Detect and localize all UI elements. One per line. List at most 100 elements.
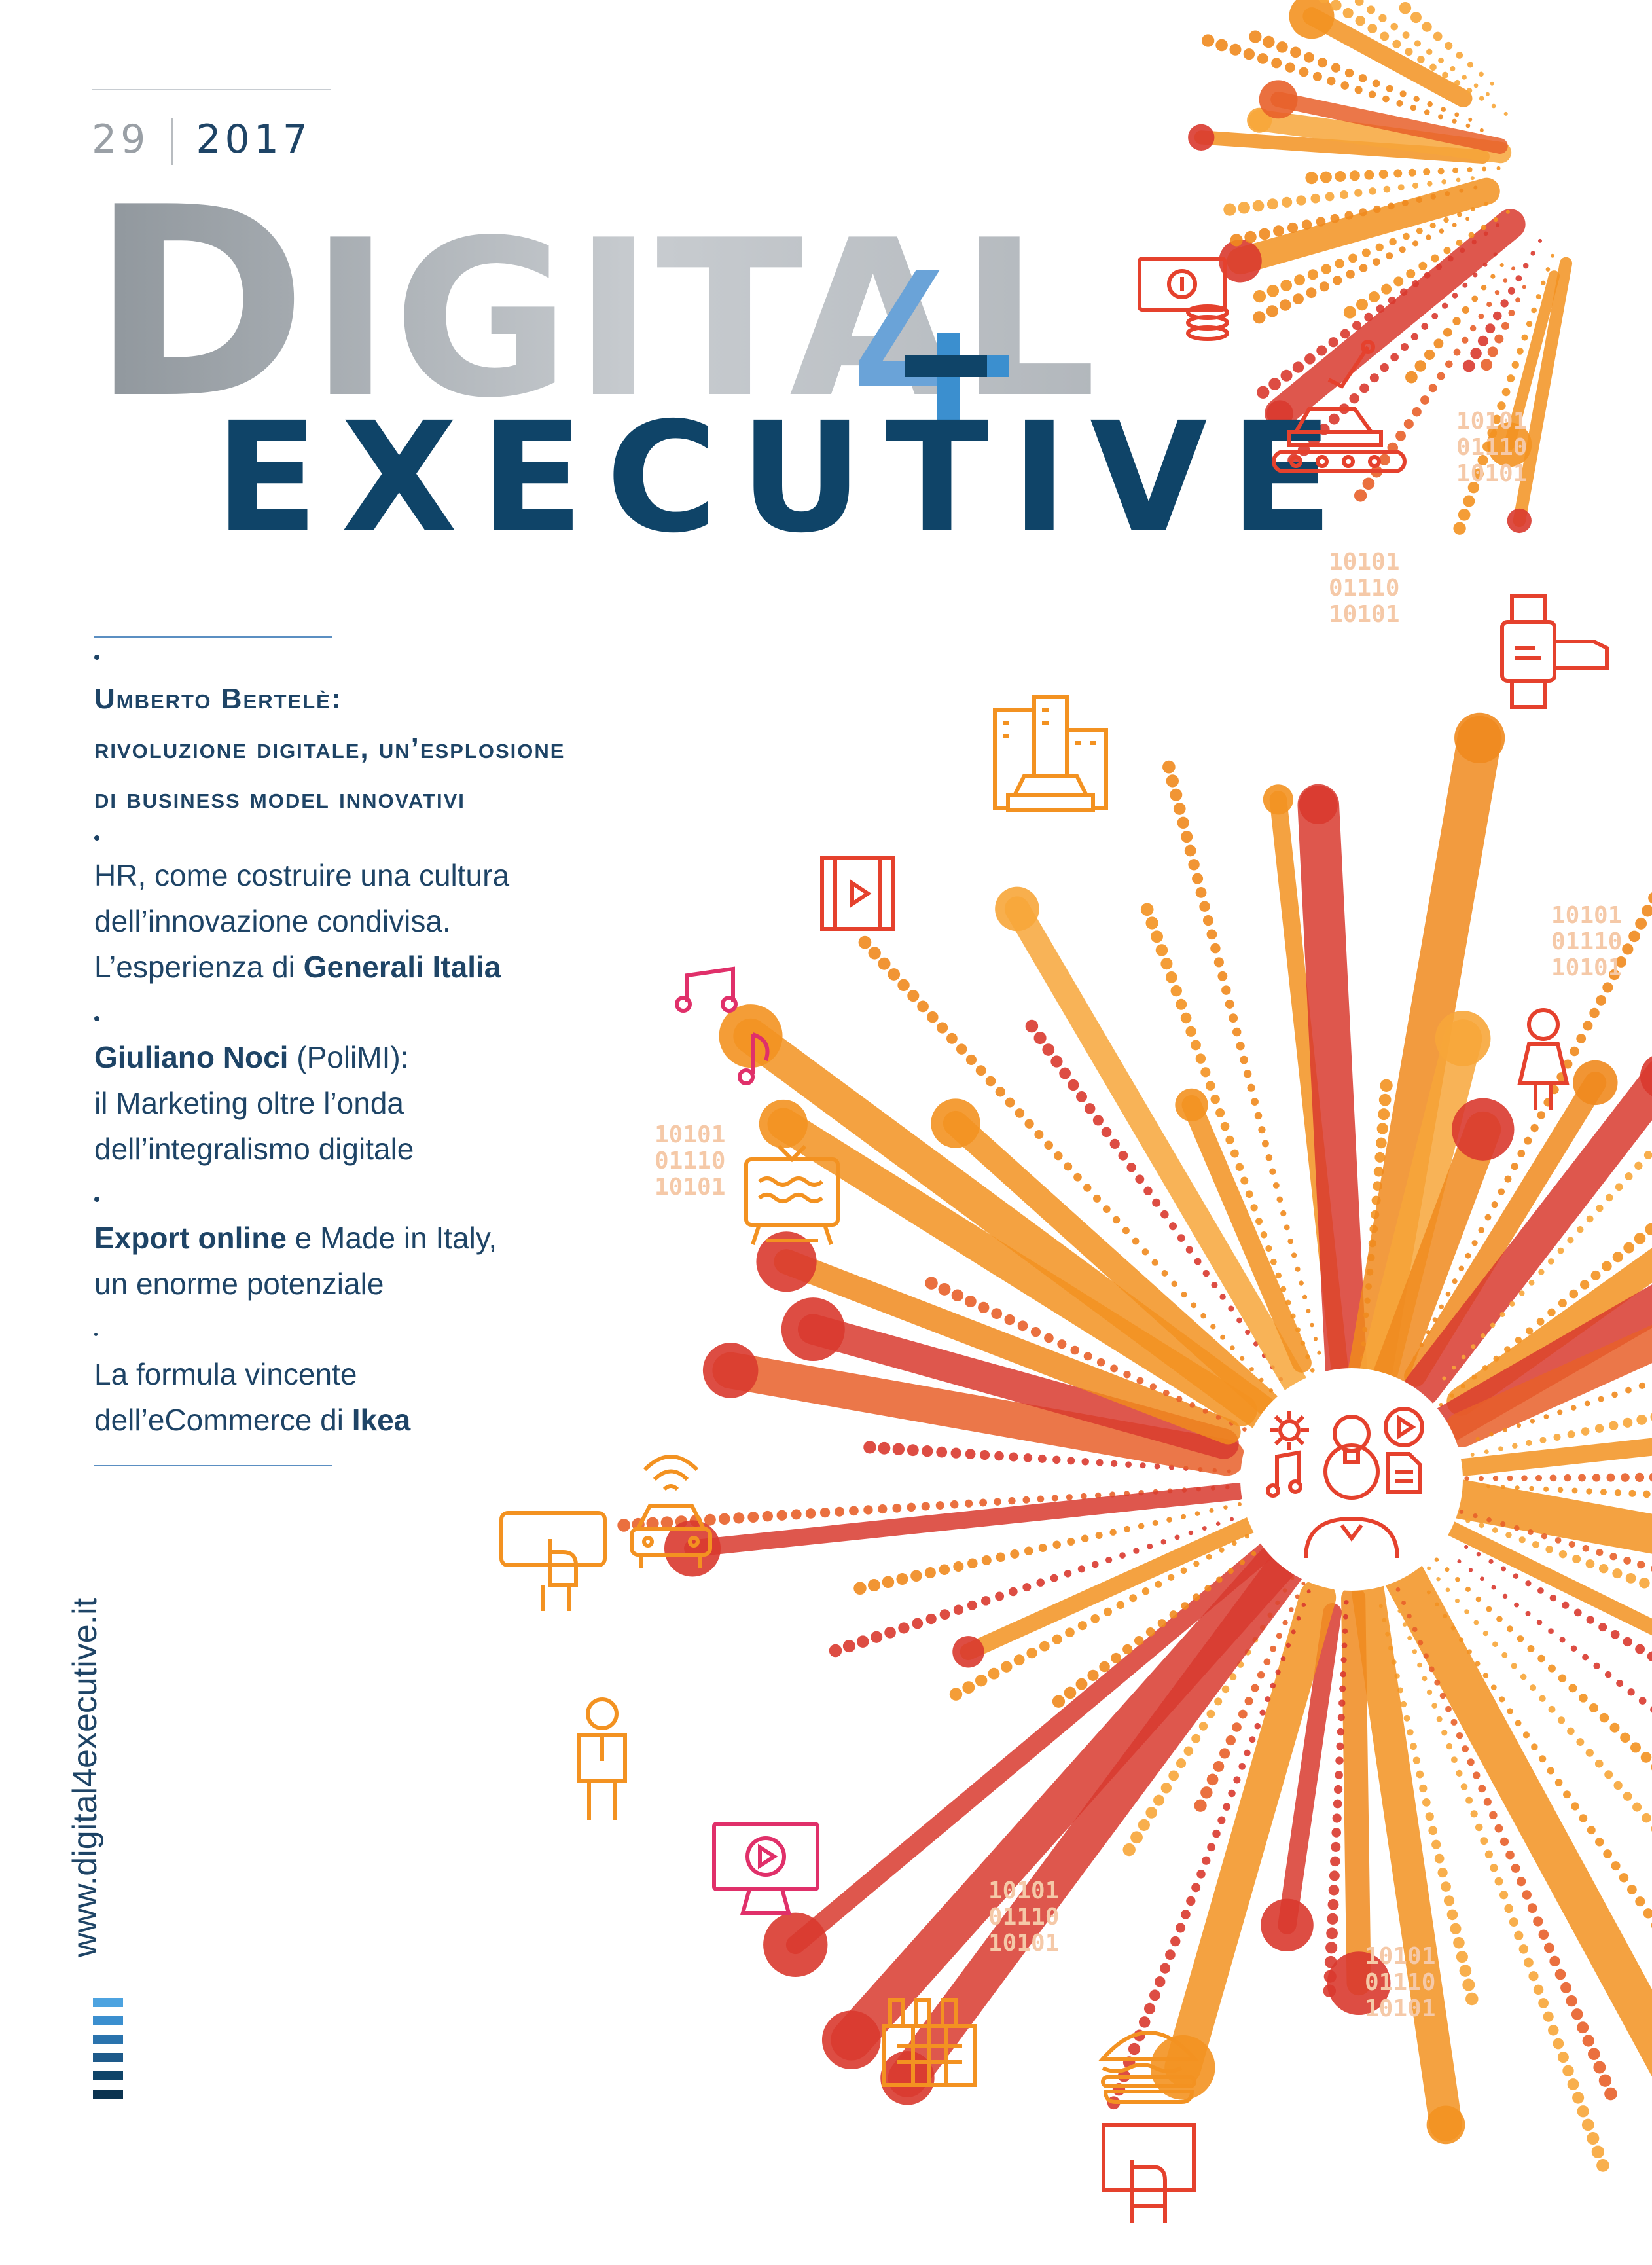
toc-bold: Generali Italia [303, 950, 501, 984]
film-video-icon [820, 856, 895, 931]
tablet-touch-icon [499, 1511, 607, 1611]
burst-ray [1418, 1508, 1652, 1636]
document-icon [1386, 1452, 1422, 1494]
issue-number-year: 29 2017 [92, 117, 312, 166]
binary-line: 10101 [1551, 954, 1622, 981]
burst-ray [1052, 1534, 1279, 1708]
toc-text: (PoliMI): [288, 1040, 409, 1074]
burst-ray [1150, 1579, 1337, 2100]
binary-line: 10101 [988, 1930, 1059, 1957]
binary-line: 10101 [1329, 549, 1399, 575]
music-note-icon [675, 966, 770, 1085]
top-rule [92, 89, 331, 90]
binary-line: 10101 [1456, 460, 1527, 487]
lightbulb-head-icon [1304, 1415, 1399, 1559]
issue-separator [171, 118, 174, 166]
burst-ray [1481, 285, 1526, 371]
burst-ray [1439, 1509, 1650, 1589]
burst-ray [1253, 217, 1470, 324]
burst-ray [1429, 1438, 1652, 1479]
burst-ray [1424, 1548, 1652, 1771]
burst-ray [1403, 1056, 1652, 1407]
toc-bullet [94, 655, 99, 660]
binary-line: 10101 [1329, 601, 1399, 628]
burst-ray [853, 1502, 1242, 1595]
burst-ray [1219, 177, 1500, 283]
decor-bar [93, 2016, 123, 2025]
toc-bold: Giuliano Noci [94, 1040, 289, 1074]
decor-bar [93, 2090, 123, 2099]
woman-avatar-icon [1517, 1008, 1570, 1110]
touch-screen-icon [1102, 2123, 1196, 2223]
car-factory-icon [1272, 340, 1407, 473]
burst-ray [1487, 270, 1560, 467]
toc-bullet [94, 835, 99, 841]
burst-ray [756, 1231, 1241, 1445]
burst-ray [1318, 0, 1508, 116]
decor-bar [93, 1998, 123, 2007]
burst-ray [949, 1520, 1274, 1701]
toc-text: L’esperienza di [94, 950, 304, 984]
burst-ray [1305, 166, 1501, 185]
burst-ray [664, 1483, 1247, 1577]
music-note-icon [1266, 1450, 1302, 1498]
burst-ray [1462, 238, 1542, 372]
smartwatch-icon [1500, 594, 1609, 709]
toc-line: il Marketing oltre l’onda [94, 1086, 404, 1120]
burst-ray [1412, 892, 1652, 1360]
burst-ray [1475, 1382, 1645, 1441]
decor-bar [93, 2035, 123, 2044]
burst-ray [1446, 1248, 1652, 1416]
burst-ray [1223, 176, 1475, 216]
toc-item-noci: Giuliano Noci (PoliMI): il Marketing olt… [94, 1034, 414, 1172]
toc-line: Export online e Made in Italy, [94, 1215, 497, 1261]
toc-line: dell’integralismo digitale [94, 1132, 414, 1166]
burst-ray [1257, 223, 1500, 399]
toc-bold: Ikea [351, 1403, 411, 1437]
toc-line: La formula vincente [94, 1357, 357, 1391]
burst-ray [821, 1539, 1301, 2069]
burst-ray [1457, 1559, 1652, 1713]
play-monitor-icon [712, 1822, 819, 1915]
four-plus-logo-mark [859, 270, 1009, 420]
toc-line: dell’innovazione condivisa. [94, 904, 451, 938]
burst-ray [1404, 1060, 1618, 1387]
toc-line: di business model innovativi [94, 782, 465, 814]
burst-ray [1265, 209, 1526, 429]
burst-ray [1259, 80, 1508, 154]
toc-bold: Export online [94, 1221, 287, 1255]
burst-ray [1261, 1603, 1342, 1952]
toc-line: dell’eCommerce di Ikea [94, 1397, 410, 1443]
burst-ray [1384, 1561, 1617, 2101]
burst-ray [702, 1343, 1246, 1476]
toc-bottom-rule [94, 1465, 332, 1466]
burst-ray [1122, 1576, 1295, 1857]
burst-ray [1327, 1586, 1391, 2016]
binary-line: 01110 [1456, 434, 1527, 461]
binary-line: 10101 [655, 1121, 725, 1148]
toc-text: dell’eCommerce di [94, 1403, 352, 1437]
toc-line: rivoluzione digitale, un’esplosione [94, 733, 566, 765]
toc-item-bertele: Umberto Bertelè: rivoluzione digitale, u… [94, 674, 565, 824]
masthead-executive: EXECUTIVE [215, 390, 1356, 566]
burst-ray [995, 886, 1317, 1412]
burger-icon [1098, 2031, 1199, 2104]
play-icon [1384, 1407, 1424, 1447]
toc-item-ikea: La formula vincente dell’eCommerce di Ik… [94, 1351, 410, 1443]
burst-ray [829, 1517, 1234, 1658]
burst-ray [863, 1441, 1231, 1474]
website-url: www.digital4executive.it [66, 1597, 104, 1957]
burst-ray [1433, 1477, 1652, 1554]
burst-ray [1162, 760, 1321, 1355]
burst-ray [1453, 253, 1555, 535]
burst-ray [1201, 34, 1484, 132]
burst-ray [1175, 1088, 1312, 1373]
decor-bar [93, 2071, 123, 2080]
toc-item-hr: HR, come costruire una cultura dell’inno… [94, 852, 509, 990]
burst-ray [1343, 209, 1510, 319]
burst-ray [1354, 0, 1490, 96]
burst-ray [1427, 1566, 1652, 1832]
